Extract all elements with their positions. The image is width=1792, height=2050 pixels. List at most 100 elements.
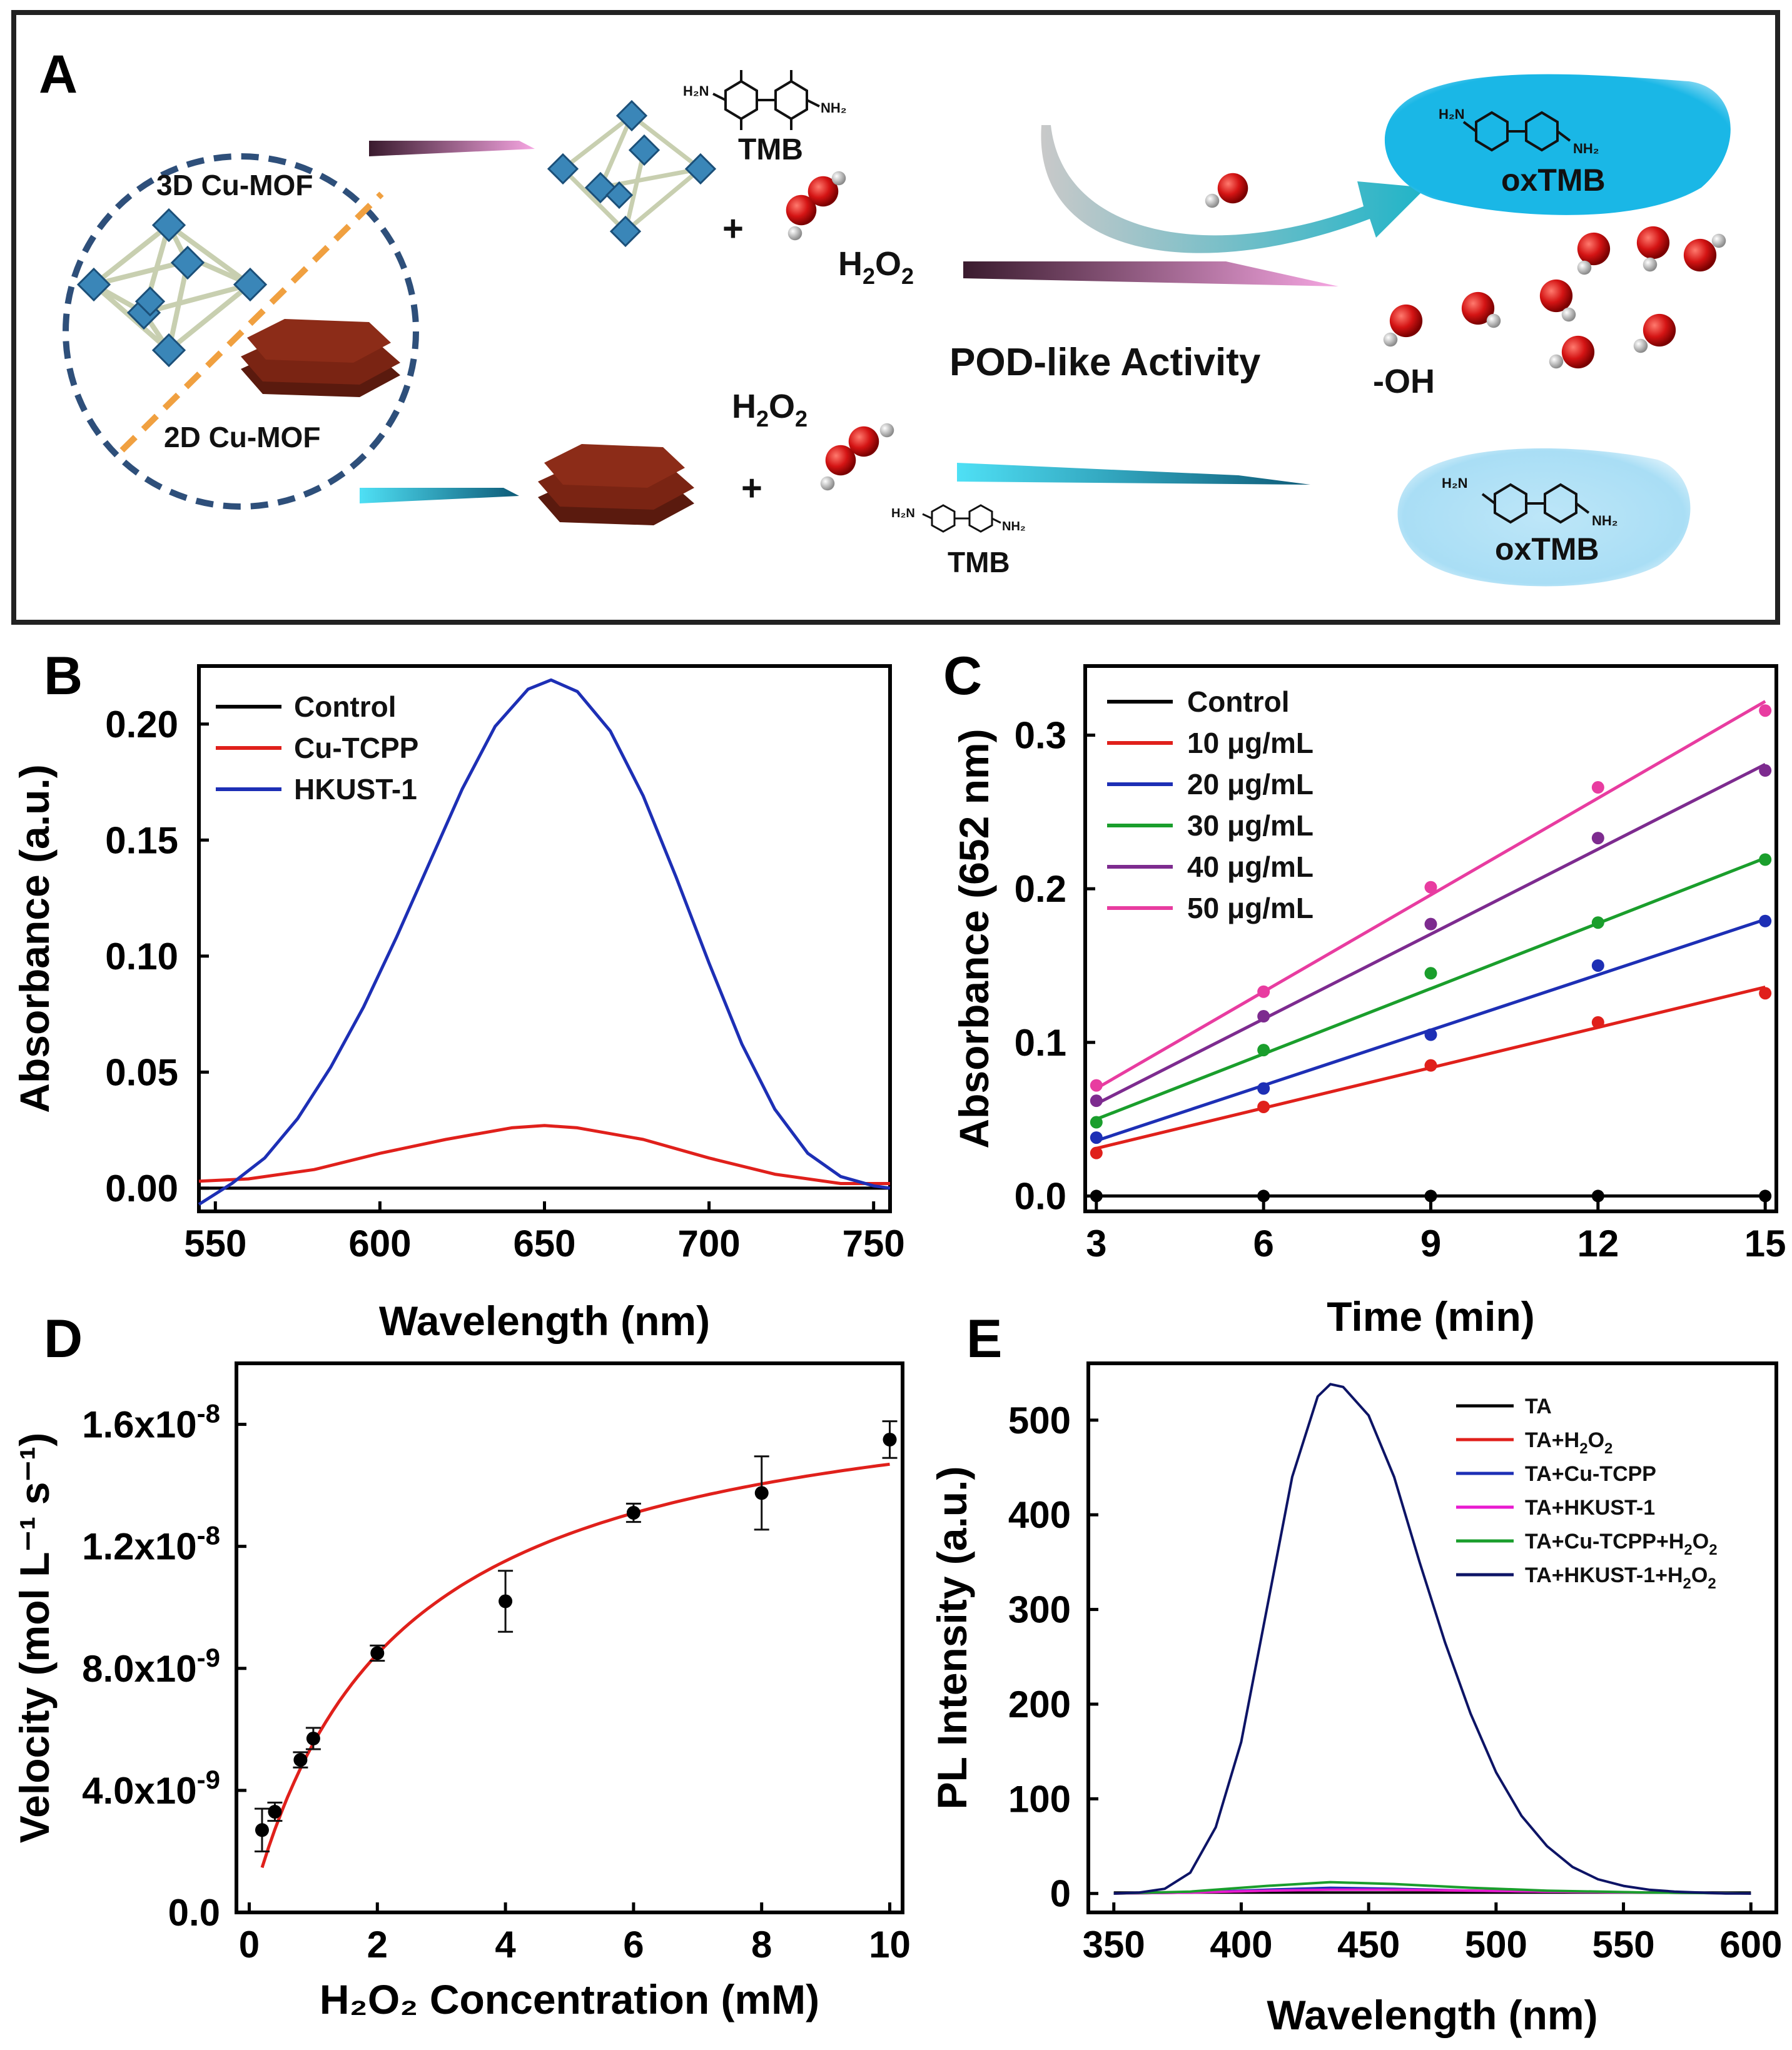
arrow-bottom-left-icon: [360, 488, 519, 503]
oxtmb-top-label: oxTMB: [1501, 163, 1606, 198]
c-data-point: [1424, 1189, 1437, 1203]
divider-line: [119, 191, 384, 453]
c-legend-label: 30 μg/mL: [1187, 809, 1314, 842]
c-data-point: [1090, 1094, 1103, 1108]
chart-c: 3 6 9 12 15 0.0 0.1 0.2 0.3 Time (min) Absorbance …: [951, 664, 1786, 1340]
tmb-bottom-molecule-icon: [922, 504, 1001, 533]
d-data-point: [499, 1594, 513, 1608]
b-legend-label: HKUST-1: [294, 773, 417, 805]
mof3d-nodes-icon: [76, 208, 268, 368]
plus-top: +: [722, 208, 744, 249]
c-data-point: [1591, 1189, 1604, 1203]
pod-label: POD-like Activity: [949, 341, 1261, 384]
c-ytick-label: 0.0: [1015, 1175, 1066, 1217]
b-ytick-label: 0.00: [105, 1168, 178, 1209]
oxtmb-top-molecule-icon: [1462, 111, 1571, 152]
c-data-point: [1257, 1082, 1270, 1095]
c-xtick-label: 6: [1253, 1223, 1273, 1265]
tmb-top-nh2: NH₂: [821, 100, 847, 116]
e-legend-label: TA+HKUST-1+H2O2: [1525, 1563, 1716, 1592]
e-ytick-label: 400: [1008, 1494, 1071, 1536]
panel-a: A 3D Cu-MOF 2D Cu-MOF: [11, 10, 1780, 625]
arrow-pink-long-icon: [963, 261, 1339, 286]
b-ytick-label: 0.10: [105, 936, 178, 977]
e-xtick-label: 500: [1465, 1924, 1527, 1966]
d-data-point: [268, 1805, 282, 1819]
d-xtick-label: 0: [239, 1924, 260, 1966]
oxtmb-top-h2n: H₂N: [1439, 106, 1465, 122]
curved-arrow-icon: [1041, 125, 1426, 253]
c-data-point: [1257, 1189, 1270, 1203]
c-xtick-label: 15: [1744, 1223, 1786, 1265]
oxtmb-bottom-molecule-icon: [1481, 483, 1590, 524]
e-xtick-label: 600: [1719, 1924, 1782, 1966]
chart-b: 550 600 650 700 750 0.00 0.05 0.10 0.15 0.20 Wavel…: [11, 664, 905, 1344]
e-xtick-label: 350: [1083, 1924, 1145, 1966]
oxtmb-bottom-h2n: H₂N: [1442, 475, 1468, 491]
e-xtick-label: 550: [1592, 1924, 1655, 1966]
c-data-point: [1759, 987, 1772, 1000]
b-xtick-label: 550: [184, 1223, 246, 1265]
c-legend-label: 50 μg/mL: [1187, 892, 1314, 924]
e-ytick-label: 200: [1008, 1684, 1071, 1725]
c-ytick-label: 0.2: [1015, 868, 1066, 910]
mof-circle: [63, 153, 419, 510]
d-xtick-label: 2: [367, 1924, 388, 1966]
c-data-point: [1591, 916, 1604, 929]
c-data-point: [1591, 1016, 1604, 1029]
c-xtick-label: 9: [1420, 1223, 1441, 1265]
c-legend-label: Control: [1187, 685, 1290, 718]
b-series-line: [198, 678, 891, 1206]
e-legend-label: TA+H2O2: [1525, 1428, 1612, 1457]
e-xtick-label: 450: [1337, 1924, 1400, 1966]
c-fit-line: [1095, 762, 1766, 1106]
c-legend-label: 40 μg/mL: [1187, 851, 1314, 883]
panel-b-letter: B: [44, 646, 83, 706]
d-fit-curve: [260, 1462, 890, 1869]
c-data-point: [1090, 1131, 1103, 1144]
tmb-bottom-label: TMB: [948, 546, 1010, 578]
c-data-point: [1090, 1116, 1103, 1129]
tmb-top-molecule-icon: [712, 70, 820, 130]
panel-c-letter: C: [943, 646, 982, 706]
b-legend-label: Cu-TCPP: [294, 732, 418, 764]
c-data-point: [1424, 1059, 1437, 1072]
d-data-point: [370, 1646, 385, 1660]
c-xtick-label: 12: [1577, 1223, 1619, 1265]
c-fit-line: [1095, 856, 1766, 1121]
chart-e: 350 400 450 500 550 600 0 100 200 300 400 500 Wavele…: [929, 1361, 1782, 2038]
b-xtick-label: 700: [678, 1223, 741, 1265]
h2o2-bottom-label: H2O2: [732, 388, 807, 432]
d-ytick-label: 1.2x10-8: [82, 1521, 220, 1568]
c-data-point: [1424, 917, 1437, 931]
e-ytick-label: 300: [1008, 1589, 1071, 1631]
d-data-point: [626, 1506, 640, 1520]
c-legend-label: 10 μg/mL: [1187, 727, 1314, 759]
b-legend-label: Control: [294, 690, 397, 723]
d-data-point: [306, 1731, 320, 1745]
c-data-point: [1090, 1079, 1103, 1092]
c-data-point: [1257, 1044, 1270, 1057]
oxtmb-bottom-nh2: NH₂: [1592, 513, 1618, 528]
d-ylabel: Velocity (mol L⁻¹ s⁻¹): [11, 1433, 58, 1843]
b-ytick-label: 0.05: [105, 1051, 178, 1093]
d-ytick-label: 0.0: [168, 1892, 220, 1934]
mof2d-stack-icon: [241, 319, 400, 397]
d-data-point: [754, 1486, 769, 1500]
c-data-point: [1591, 832, 1604, 845]
c-data-point: [1257, 985, 1270, 998]
mof2d-label: 2D Cu-MOF: [164, 421, 320, 453]
e-legend-label: TA+HKUST-1: [1525, 1496, 1655, 1520]
panel-a-letter: A: [39, 44, 78, 104]
b-ytick-label: 0.20: [105, 704, 178, 745]
arrow-top-left-icon: [369, 141, 535, 156]
c-data-point: [1090, 1146, 1103, 1159]
oxtmb-top-nh2: NH₂: [1573, 141, 1599, 156]
c-data-point: [1257, 1010, 1270, 1023]
plus-bottom: +: [741, 468, 762, 508]
oxtmb-top-blob: [1384, 74, 1731, 215]
e-legend-label: TA+Cu-TCPP+H2O2: [1525, 1530, 1718, 1558]
e-ytick-label: 100: [1008, 1778, 1071, 1820]
c-data-point: [1759, 1189, 1772, 1203]
c-data-point: [1759, 764, 1772, 777]
